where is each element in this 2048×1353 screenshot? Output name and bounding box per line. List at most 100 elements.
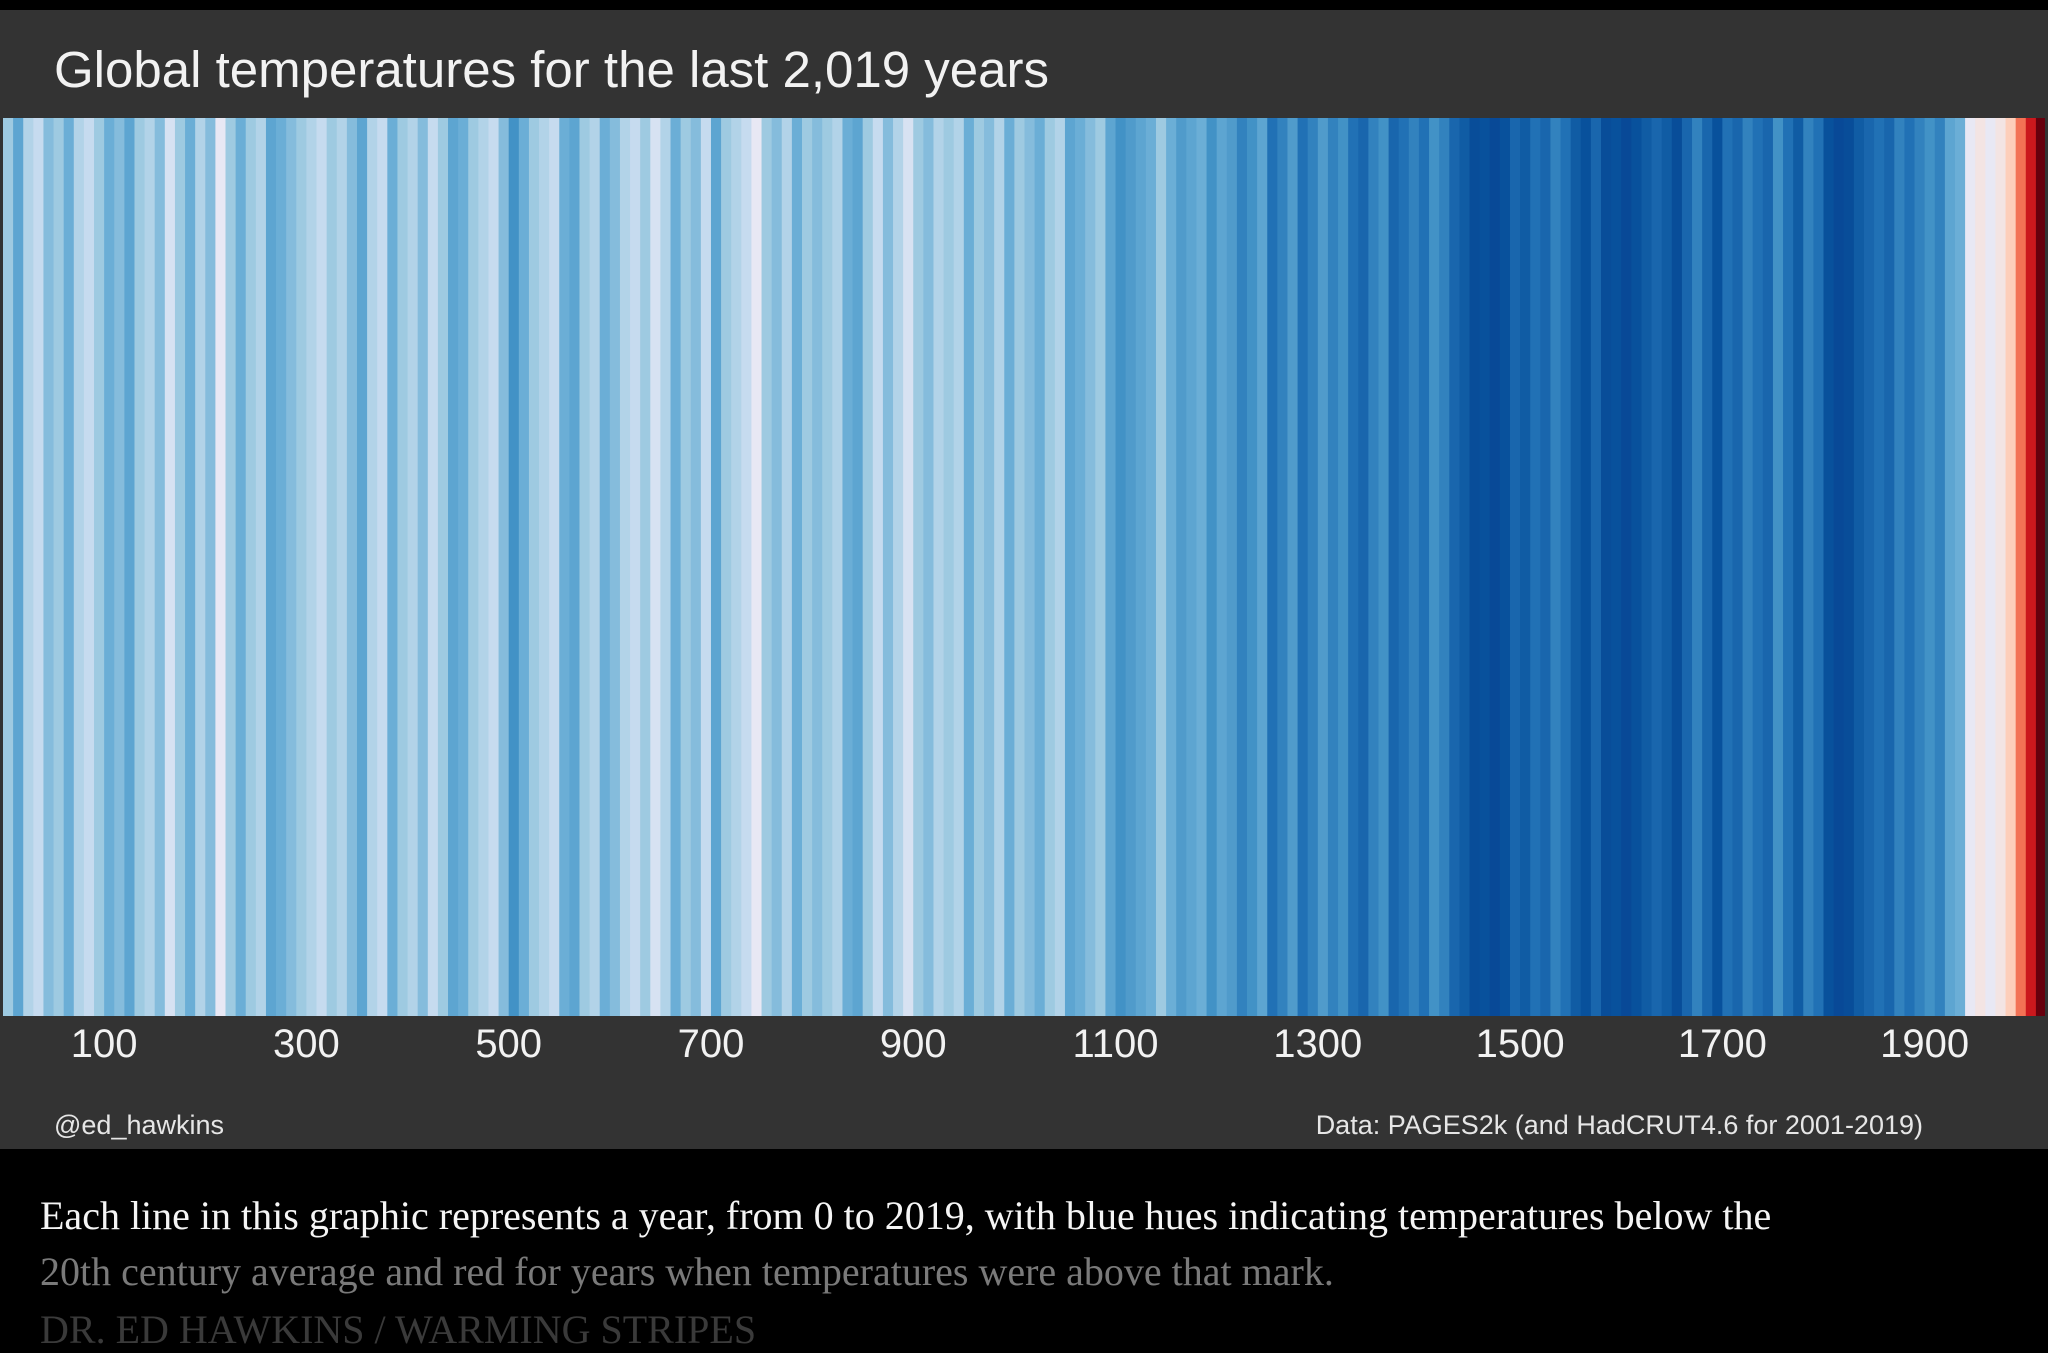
- stripe-decade-1650: [1671, 118, 1683, 1016]
- stripe-decade-1110: [1125, 118, 1137, 1016]
- stripe-decade-1200: [1216, 118, 1228, 1016]
- stripe-decade-1640: [1661, 118, 1673, 1016]
- stripe-decade-1880: [1904, 118, 1916, 1016]
- stripe-decade-1910: [1934, 118, 1946, 1016]
- stripe-decade-420: [427, 118, 439, 1016]
- stripe-decade-1010: [1024, 118, 1036, 1016]
- stripe-decade-390: [397, 118, 409, 1016]
- stripe-decade-790: [801, 118, 813, 1016]
- stripe-decade-510: [518, 118, 530, 1016]
- stripe-decade-120: [124, 118, 136, 1016]
- stripe-decade-350: [356, 118, 368, 1016]
- chart-title: Global temperatures for the last 2,019 y…: [54, 41, 1050, 98]
- stripe-decade-490: [498, 118, 510, 1016]
- stripe-decade-1830: [1853, 118, 1865, 1016]
- stripe-decade-1120: [1135, 118, 1147, 1016]
- author-credit: @ed_hawkins: [54, 1110, 225, 1140]
- stripe-decade-1440: [1459, 118, 1471, 1016]
- stripe-decade-1890: [1914, 118, 1926, 1016]
- stripe-decade-1560: [1580, 118, 1592, 1016]
- stripe-decade-1170: [1186, 118, 1198, 1016]
- stripe-decade-470: [478, 118, 490, 1016]
- stripe-decade-1810: [1833, 118, 1845, 1016]
- x-tick-label: 1900: [1880, 1022, 1970, 1066]
- stripe-decade-1300: [1317, 118, 1329, 1016]
- stripe-decade-1840: [1863, 118, 1875, 1016]
- stripe-decade-1600: [1621, 118, 1632, 1016]
- stripe-decade-820: [832, 118, 844, 1016]
- stripe-decade-1210: [1226, 118, 1238, 1016]
- stripe-decade-1730: [1752, 118, 1764, 1016]
- stripe-decade-1500: [1520, 118, 1531, 1016]
- stripe-decade-990: [1004, 118, 1015, 1016]
- stripe-decade-260: [265, 118, 277, 1016]
- stripe-decade-1130: [1145, 118, 1157, 1016]
- stripe-decade-930: [943, 118, 955, 1016]
- stripe-decade-1720: [1742, 118, 1754, 1016]
- stripe-decade-40: [43, 118, 55, 1016]
- stripe-decade-830: [842, 118, 854, 1016]
- stripe-decade-660: [670, 118, 682, 1016]
- stripe-decade-1820: [1843, 118, 1855, 1016]
- caption-line-2: 20th century average and red for years w…: [40, 1249, 1334, 1294]
- x-tick-label: 1100: [1072, 1022, 1159, 1066]
- stripe-decade-1450: [1469, 118, 1481, 1016]
- stripe-decade-10: [13, 118, 24, 1016]
- stripe-decade-1700: [1722, 118, 1734, 1016]
- stripe-decade-840: [852, 118, 864, 1016]
- stripe-decade-1380: [1398, 118, 1410, 1016]
- stripe-decade-1490: [1509, 118, 1521, 1016]
- stripe-decade-1020: [1034, 118, 1046, 1016]
- stripe-decade-450: [458, 118, 469, 1016]
- stripe-decade-910: [923, 118, 935, 1016]
- stripe-decade-1100: [1115, 118, 1127, 1016]
- stripe-decade-1680: [1702, 118, 1713, 1016]
- stripe-decade-440: [448, 118, 459, 1016]
- stripe-decade-940: [953, 118, 965, 1016]
- stripe-decade-20: [23, 118, 34, 1016]
- stripe-decade-200: [205, 118, 216, 1016]
- stripe-decade-900: [913, 118, 924, 1016]
- stripe-decade-1970: [1995, 118, 2007, 1016]
- stripe-decade-1570: [1590, 118, 1602, 1016]
- stripe-decade-1740: [1762, 118, 1774, 1016]
- stripe-decade-1950: [1975, 118, 1986, 1016]
- stripe-decade-320: [326, 118, 338, 1016]
- caption-line-1: Each line in this graphic represents a y…: [40, 1193, 1772, 1238]
- stripe-decade-1340: [1358, 118, 1369, 1016]
- stripe-decade-970: [984, 118, 995, 1016]
- stripe-decade-550: [559, 118, 570, 1016]
- stripe-decade-1390: [1408, 118, 1420, 1016]
- stripe-decade-780: [791, 118, 803, 1016]
- stripe-decade-30: [33, 118, 45, 1016]
- stripe-decade-1370: [1388, 118, 1400, 1016]
- stripe-decade-1090: [1105, 118, 1117, 1016]
- stripe-decade-1150: [1166, 118, 1177, 1016]
- stripe-decade-80: [83, 118, 95, 1016]
- stripe-decade-1080: [1095, 118, 1107, 1016]
- stripe-decade-700: [710, 118, 722, 1016]
- stripe-decade-520: [528, 118, 540, 1016]
- stripe-decade-1220: [1236, 118, 1248, 1016]
- stripe-decade-330: [336, 118, 348, 1016]
- stripe-decade-360: [367, 118, 378, 1016]
- stripe-decade-1420: [1439, 118, 1450, 1016]
- stripe-decade-1460: [1479, 118, 1491, 1016]
- stripe-decade-1920: [1944, 118, 1956, 1016]
- stripe-decade-800: [812, 118, 823, 1016]
- stripe-decade-140: [144, 118, 156, 1016]
- stripe-decade-1260: [1277, 118, 1289, 1016]
- stripe-decade-1690: [1712, 118, 1723, 1016]
- stripe-decade-1550: [1570, 118, 1582, 1016]
- stripe-decade-1360: [1378, 118, 1390, 1016]
- stripe-decade-750: [761, 118, 773, 1016]
- stripe-decade-410: [417, 118, 429, 1016]
- stripe-decade-1510: [1530, 118, 1541, 1016]
- stripe-decade-1520: [1540, 118, 1552, 1016]
- stripe-decade-1410: [1429, 118, 1440, 1016]
- x-tick-label: 100: [70, 1022, 138, 1066]
- stripe-decade-250: [255, 118, 267, 1016]
- stripe-decade-1610: [1631, 118, 1643, 1016]
- stripe-decade-220: [225, 118, 237, 1016]
- x-tick-label: 1300: [1273, 1022, 1363, 1066]
